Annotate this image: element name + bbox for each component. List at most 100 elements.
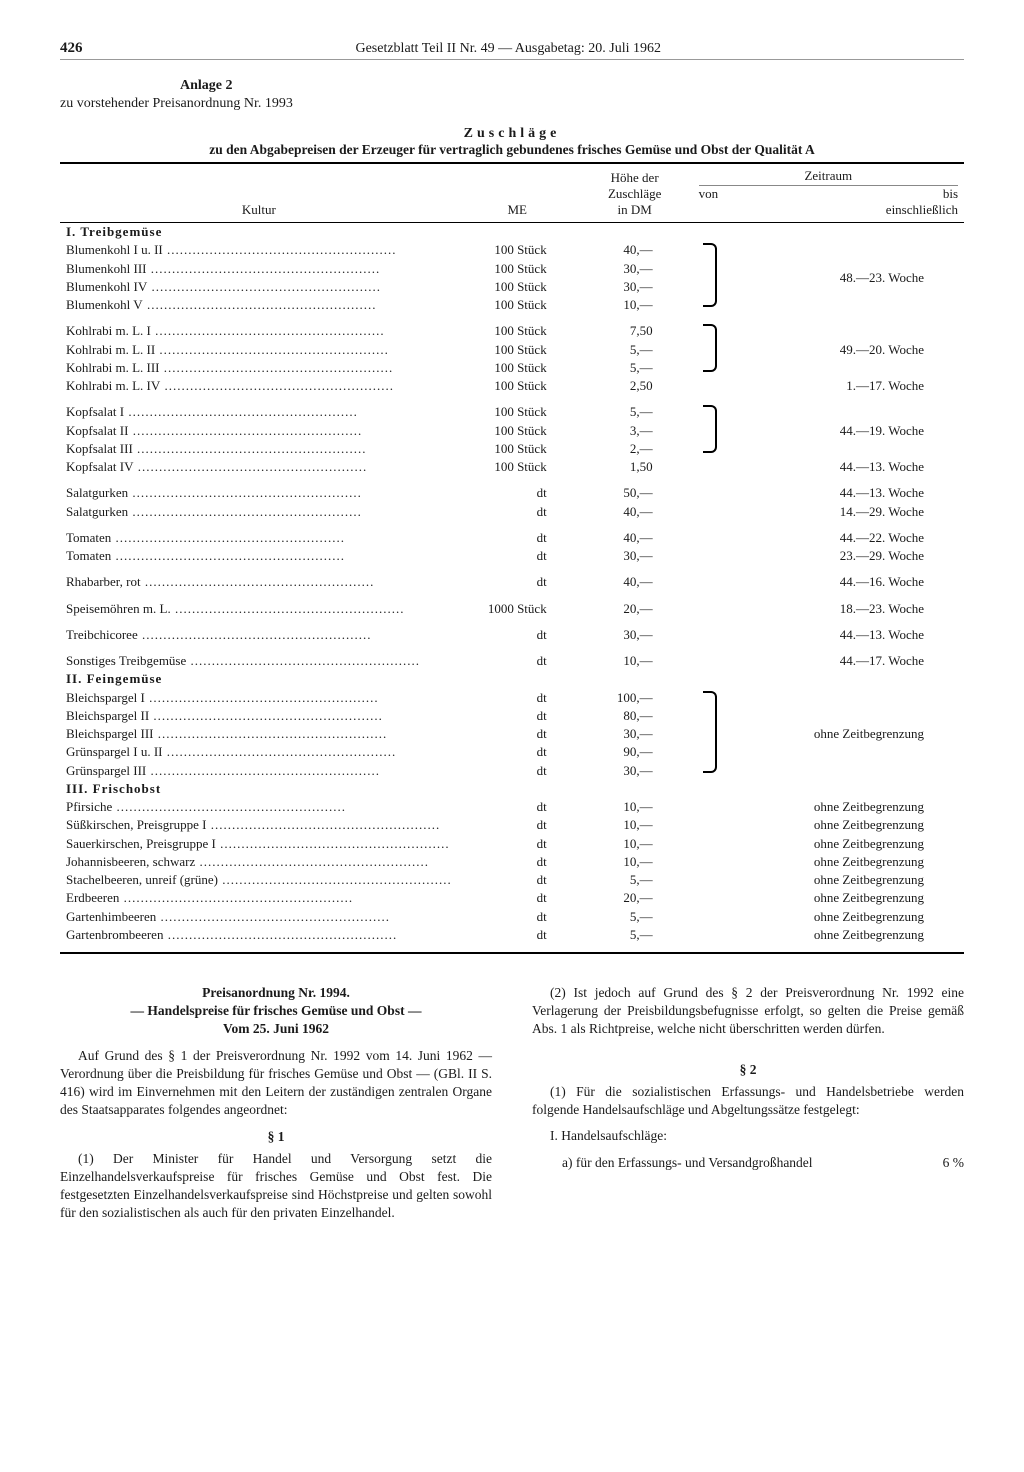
cell-me: dt xyxy=(458,889,577,907)
cell-kultur: Salatgurken xyxy=(60,484,458,502)
cell-zeitraum: ohne Zeitbegrenzung xyxy=(693,835,964,853)
cell-value: 10,— xyxy=(577,296,693,314)
gap-row xyxy=(60,644,964,652)
cell-kultur: Sonstiges Treibgemüse xyxy=(60,652,458,670)
cell-me: dt xyxy=(458,725,577,743)
table-row: Süßkirschen, Preisgruppe Idt10,—ohne Zei… xyxy=(60,816,964,834)
cell-kultur: Gartenbrombeeren xyxy=(60,926,458,944)
cell-value: 90,— xyxy=(577,743,693,761)
cell-kultur: Kohlrabi m. L. II xyxy=(60,341,458,359)
document-page: 426 Gesetzblatt Teil II Nr. 49 — Ausgabe… xyxy=(0,0,1024,1472)
cell-zeitraum: ohne Zeitbegrenzung xyxy=(693,798,964,816)
cell-zeitraum: 44.—22. Woche xyxy=(693,529,964,547)
cell-kultur: Grünspargel I u. II xyxy=(60,743,458,761)
table-row: Blumenkohl I u. II100 Stück40,—48.—23. W… xyxy=(60,241,964,259)
cell-value: 3,— xyxy=(577,422,693,440)
cell-kultur: Pfirsiche xyxy=(60,798,458,816)
para-2: § 2 xyxy=(532,1061,964,1079)
gap-row xyxy=(60,314,964,322)
table-row: Stachelbeeren, unreif (grüne)dt5,—ohne Z… xyxy=(60,871,964,889)
ordinance-date: Vom 25. Juni 1962 xyxy=(60,1020,492,1038)
price-table: Kultur ME Höhe der Zuschläge in DM Zeitr… xyxy=(60,162,964,954)
cell-value: 20,— xyxy=(577,889,693,907)
page-number: 426 xyxy=(60,40,83,57)
cell-kultur: Blumenkohl I u. II xyxy=(60,241,458,259)
cell-me: 100 Stück xyxy=(458,260,577,278)
ordinance-title: Preisanordnung Nr. 1994. xyxy=(60,984,492,1002)
cell-me: 100 Stück xyxy=(458,458,577,476)
header-title: Gesetzblatt Teil II Nr. 49 — Ausgabetag:… xyxy=(355,41,661,57)
cell-value: 5,— xyxy=(577,871,693,889)
table-row: Johannisbeeren, schwarzdt10,—ohne Zeitbe… xyxy=(60,853,964,871)
ord-p5: I. Handelsaufschläge: xyxy=(532,1127,964,1145)
cell-value: 2,50 xyxy=(577,377,693,395)
ordinance-columns: Preisanordnung Nr. 1994. — Handelspreise… xyxy=(60,984,964,1223)
cell-zeitraum: 14.—29. Woche xyxy=(693,503,964,521)
table-row: Bleichspargel Idt100,—ohne Zeitbegrenzun… xyxy=(60,689,964,707)
ord-p6a: a) für den Erfassungs- und Versandgroßha… xyxy=(562,1154,813,1172)
cell-value: 40,— xyxy=(577,503,693,521)
cell-me: 100 Stück xyxy=(458,241,577,259)
cell-kultur: Erdbeeren xyxy=(60,889,458,907)
cell-kultur: Tomaten xyxy=(60,547,458,565)
gap-row xyxy=(60,944,964,953)
cell-kultur: Blumenkohl IV xyxy=(60,278,458,296)
cell-kultur: Bleichspargel I xyxy=(60,689,458,707)
cell-kultur: Grünspargel III xyxy=(60,762,458,780)
cell-me: dt xyxy=(458,689,577,707)
cell-value: 100,— xyxy=(577,689,693,707)
cell-value: 10,— xyxy=(577,853,693,871)
left-column: Preisanordnung Nr. 1994. — Handelspreise… xyxy=(60,984,492,1223)
cell-me: dt xyxy=(458,529,577,547)
cell-zeitraum: 49.—20. Woche xyxy=(693,322,964,377)
cell-kultur: Kopfsalat III xyxy=(60,440,458,458)
ord-p4: (1) Für die sozialistischen Erfassungs- … xyxy=(532,1083,964,1119)
cell-value: 10,— xyxy=(577,798,693,816)
cell-value: 5,— xyxy=(577,359,693,377)
ord-p6b: 6 % xyxy=(943,1154,964,1172)
cell-me: dt xyxy=(458,816,577,834)
cell-me: dt xyxy=(458,707,577,725)
table-row: Speisemöhren m. L.1000 Stück20,—18.—23. … xyxy=(60,600,964,618)
table-title: Zuschläge xyxy=(60,126,964,142)
cell-kultur: Tomaten xyxy=(60,529,458,547)
table-row: Sonstiges Treibgemüsedt10,—44.—17. Woche xyxy=(60,652,964,670)
cell-me: 100 Stück xyxy=(458,377,577,395)
cell-kultur: Bleichspargel III xyxy=(60,725,458,743)
cell-zeitraum: 44.—13. Woche xyxy=(693,484,964,502)
gap-row xyxy=(60,592,964,600)
cell-me: dt xyxy=(458,547,577,565)
right-column: (2) Ist jedoch auf Grund des § 2 der Pre… xyxy=(532,984,964,1223)
table-row: Rhabarber, rotdt40,—44.—16. Woche xyxy=(60,573,964,591)
gap-row xyxy=(60,521,964,529)
section-heading: III. Frischobst xyxy=(60,780,964,798)
table-row: Sauerkirschen, Preisgruppe Idt10,—ohne Z… xyxy=(60,835,964,853)
section-heading: II. Feingemüse xyxy=(60,670,964,688)
cell-zeitraum: 44.—16. Woche xyxy=(693,573,964,591)
section-row: II. Feingemüse xyxy=(60,670,964,688)
table-row: Pfirsichedt10,—ohne Zeitbegrenzung xyxy=(60,798,964,816)
cell-me: dt xyxy=(458,908,577,926)
cell-value: 10,— xyxy=(577,835,693,853)
cell-value: 20,— xyxy=(577,600,693,618)
cell-value: 5,— xyxy=(577,926,693,944)
cell-kultur: Rhabarber, rot xyxy=(60,573,458,591)
section-heading: I. Treibgemüse xyxy=(60,223,964,242)
ord-p6: a) für den Erfassungs- und Versandgroßha… xyxy=(532,1154,964,1172)
cell-value: 30,— xyxy=(577,260,693,278)
cell-value: 40,— xyxy=(577,573,693,591)
anlage-label: Anlage 2 xyxy=(180,78,964,94)
cell-me: dt xyxy=(458,762,577,780)
cell-me: 100 Stück xyxy=(458,359,577,377)
cell-value: 50,— xyxy=(577,484,693,502)
cell-zeitraum: ohne Zeitbegrenzung xyxy=(693,853,964,871)
table-row: Gartenhimbeerendt5,—ohne Zeitbegrenzung xyxy=(60,908,964,926)
cell-zeitraum: 48.—23. Woche xyxy=(693,241,964,314)
cell-zeitraum: ohne Zeitbegrenzung xyxy=(693,889,964,907)
section-row: III. Frischobst xyxy=(60,780,964,798)
cell-me: 100 Stück xyxy=(458,403,577,421)
cell-kultur: Stachelbeeren, unreif (grüne) xyxy=(60,871,458,889)
cell-zeitraum: 44.—19. Woche xyxy=(693,403,964,458)
para-1: § 1 xyxy=(60,1128,492,1146)
cell-zeitraum: 44.—13. Woche xyxy=(693,458,964,476)
